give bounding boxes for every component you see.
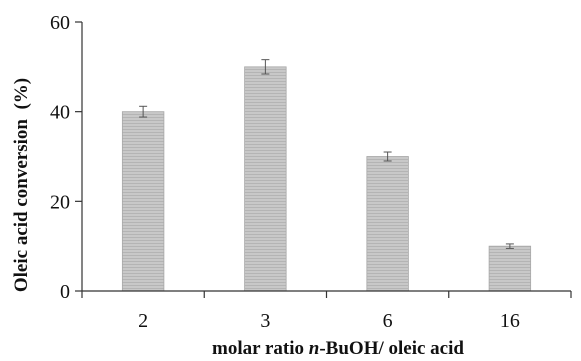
x-axis-title-part-2: -BuOH/ oleic acid — [319, 338, 464, 359]
x-tick-label-3: 3 — [260, 310, 270, 332]
x-axis-title-part-1: molar ratio — [212, 338, 309, 359]
x-axis-title: molar ratio n-BuOH/ oleic acid — [212, 338, 464, 359]
y-axis-title: Oleic acid conversion (%) — [11, 78, 32, 292]
error-bar-3 — [261, 59, 270, 75]
x-tick-label-2: 2 — [138, 310, 148, 332]
y-tick-label: 0 — [60, 281, 70, 303]
x-axis-title-italic-n: n — [309, 338, 320, 359]
bar-6 — [366, 156, 409, 292]
bar-16 — [488, 245, 532, 292]
bars-group — [121, 66, 532, 292]
y-tick-label: 40 — [50, 102, 70, 124]
x-tick-label-6: 6 — [383, 310, 393, 332]
error-bar-6 — [383, 151, 392, 162]
y-ticks-group: 0 20 40 60 — [50, 12, 82, 303]
y-tick-label: 60 — [50, 12, 70, 34]
error-bar-16 — [505, 243, 514, 249]
x-tick-label-16: 16 — [500, 310, 520, 332]
error-bars-group — [139, 59, 514, 249]
bar-3 — [244, 66, 287, 292]
x-ticks-group: 2 3 6 16 — [81, 291, 572, 332]
bar-2 — [121, 111, 165, 292]
error-bar-2 — [139, 105, 148, 118]
y-tick-label: 20 — [50, 191, 70, 213]
